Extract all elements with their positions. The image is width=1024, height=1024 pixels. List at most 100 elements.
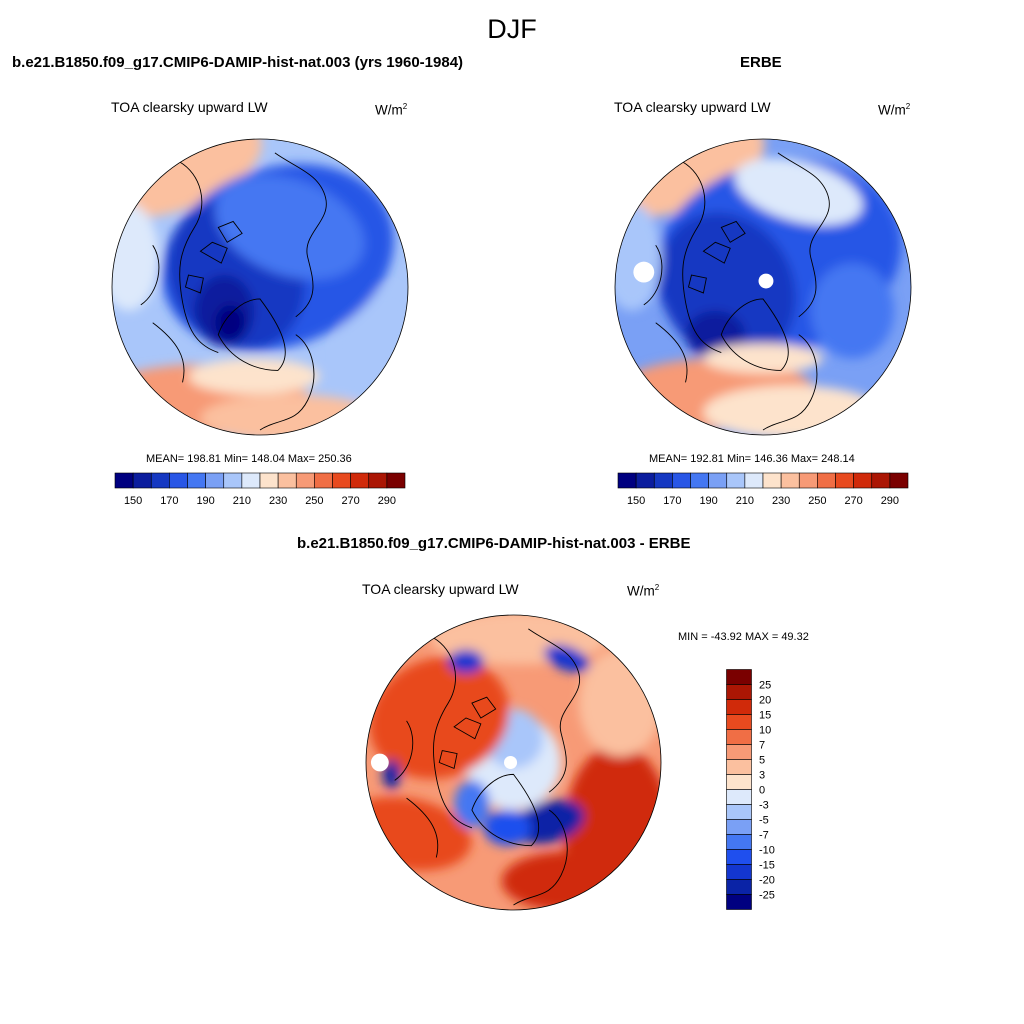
panel3-colorbar-box — [726, 789, 752, 805]
panel3-colorbar-tick-label: 20 — [759, 695, 771, 707]
panel2-colorbar: 150 170 190 210 230 250 270 290 — [617, 472, 909, 507]
panel1-coastline — [140, 245, 160, 306]
panel2-field-region — [734, 158, 863, 226]
panel2-colorbar-box — [653, 472, 673, 489]
panel2-title: ERBE — [740, 54, 782, 71]
panel3-coastline — [528, 628, 581, 793]
panel3-colorbar-tick-label: 7 — [759, 740, 765, 752]
panel1-field-region — [188, 358, 320, 395]
panel1-field-region — [215, 304, 246, 341]
panel1-colorbar-tick-label: 230 — [269, 495, 287, 507]
panel3-field-label: TOA clearsky upward LW — [362, 581, 519, 597]
panel3-colorbar-tick-label: -15 — [759, 860, 775, 872]
panel3-polar-map — [365, 614, 662, 911]
panel2-colorbar-box — [817, 472, 836, 489]
panel1-coastline — [217, 298, 286, 371]
panel3-coastline — [471, 773, 540, 847]
panel3-coastline — [453, 717, 482, 740]
panel3-colorbar-tick-label: 5 — [759, 755, 765, 767]
panel2-colorbar-box — [617, 472, 637, 489]
panel3-coastline — [438, 750, 458, 770]
panel3-units: W/m2 — [627, 583, 660, 599]
panel2-coastline — [682, 161, 722, 353]
panel2-coastline — [720, 298, 789, 371]
panel2-colorbar-box — [690, 472, 709, 489]
panel3-colorbar-box — [726, 864, 752, 880]
panel2-colorbar-tick-label: 210 — [736, 495, 754, 507]
panel2-stats: MEAN= 192.81 Min= 146.36 Max= 248.14 — [649, 453, 855, 465]
panel1-stats: MEAN= 198.81 Min= 148.04 Max= 250.36 — [146, 453, 352, 465]
panel1-colorbar-box — [205, 472, 225, 489]
panel3-field-region — [483, 810, 532, 846]
panel2-colorbar-tick-label: 170 — [663, 495, 681, 507]
panel3-colorbar-tick-label: -10 — [759, 845, 775, 857]
panel3-field-region — [514, 799, 584, 844]
panel3-colorbar-tick-label: 3 — [759, 770, 765, 782]
panel2-colorbar-box — [889, 472, 909, 489]
panel1-coastline — [217, 220, 243, 243]
panel3-coastline — [513, 809, 568, 906]
panel3-coastline — [432, 637, 473, 829]
panel2-field-region — [810, 263, 895, 359]
panel3-colorbar-box — [726, 669, 752, 685]
panel3-title: b.e21.B1850.f09_g17.CMIP6-DAMIP-hist-nat… — [297, 535, 691, 552]
panel2-colorbar-box — [853, 472, 873, 489]
panel3-colorbar: 25 20 15 10 7 5 3 0 -3 -5 -7 -10 -15 -20 -25 — [726, 669, 775, 910]
panel3-colorbar-box — [726, 744, 752, 760]
panel3-colorbar-tick-label: -25 — [759, 890, 775, 902]
panel3-stats: MIN = -43.92 MAX = 49.32 — [678, 631, 809, 643]
panel1-colorbar-box — [223, 472, 243, 489]
panel1-map-boundary — [111, 138, 409, 436]
panel3-colorbar-tick-label: -3 — [759, 800, 769, 812]
panel2-colorbar-tick-label: 290 — [881, 495, 899, 507]
panel3-colorbar-box — [726, 819, 752, 835]
panel1-colorbar-box — [368, 472, 388, 489]
panel1-colorbar-box — [241, 472, 261, 489]
panel2-coastline — [687, 274, 707, 294]
panel1-colorbar-box — [295, 472, 315, 489]
panel1-title: b.e21.B1850.f09_g17.CMIP6-DAMIP-hist-nat… — [12, 54, 464, 71]
panel3-field-region — [369, 657, 510, 779]
panel2-colorbar-tick-label: 270 — [844, 495, 862, 507]
panel1-colorbar-box — [150, 472, 170, 489]
panel3-field-region — [578, 649, 661, 757]
panel2-coastline — [777, 152, 830, 318]
panel3-colorbar-box — [726, 729, 752, 745]
panel3-missing-data — [370, 753, 389, 772]
panel2-field-label: TOA clearsky upward LW — [614, 99, 771, 115]
panel1-coastline — [259, 334, 315, 431]
panel1-colorbar: 150 170 190 210 230 250 270 290 — [114, 472, 406, 507]
panel2-colorbar-box — [708, 472, 728, 489]
panel3-map-boundary — [365, 614, 662, 911]
panel1-colorbar-box — [350, 472, 370, 489]
panel3-coastline — [471, 696, 497, 719]
panel2-map-boundary — [614, 138, 912, 436]
panel1-coastline — [184, 274, 204, 294]
panel3-field-region — [454, 780, 490, 828]
panel1-colorbar-tick-label: 290 — [378, 495, 396, 507]
panel3-colorbar-box — [726, 774, 752, 790]
panel3-field-region — [501, 851, 633, 910]
panel2-colorbar-box — [744, 472, 764, 489]
panel1-colorbar-box — [187, 472, 206, 489]
panel2-colorbar-box — [798, 472, 818, 489]
panel1-polar-map — [111, 138, 409, 436]
panel1-colorbar-box — [277, 472, 297, 489]
panel2-colorbar-tick-label: 150 — [627, 495, 645, 507]
panel1-colorbar-tick-label: 250 — [305, 495, 323, 507]
panel2-colorbar-box — [672, 472, 691, 489]
panel2-colorbar-tick-label: 250 — [808, 495, 826, 507]
panel3-coastline — [406, 797, 439, 858]
panel3-colorbar-tick-label: 10 — [759, 725, 771, 737]
panel2-field-region — [615, 203, 662, 311]
panel2-coastline — [762, 334, 818, 431]
panel3-colorbar-box — [726, 759, 752, 775]
panel3-colorbar-tick-label: 0 — [759, 785, 765, 797]
panel1-coastline — [199, 241, 228, 264]
panel1-field-region — [215, 175, 365, 280]
panel1-units: W/m2 — [375, 102, 408, 118]
panel1-colorbar-box — [314, 472, 333, 489]
panel3-colorbar-tick-label: -7 — [759, 830, 769, 842]
panel1-colorbar-tick-label: 170 — [160, 495, 178, 507]
panel3-colorbar-box — [726, 834, 752, 850]
